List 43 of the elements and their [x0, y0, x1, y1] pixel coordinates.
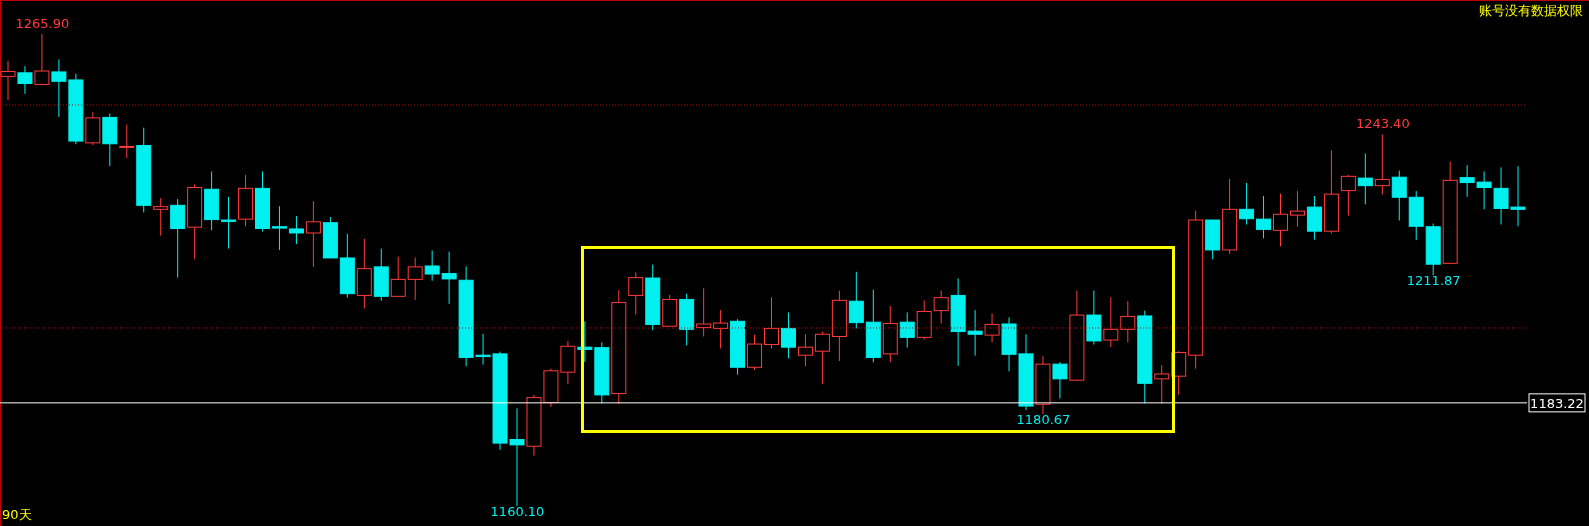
candlestick — [288, 215, 304, 245]
candlestick — [170, 198, 186, 279]
candlestick — [899, 311, 915, 349]
candlestick — [34, 34, 50, 85]
text: 90天 — [2, 506, 32, 524]
candlestick — [1289, 190, 1305, 228]
candlestick — [628, 271, 644, 316]
candlestick — [713, 309, 729, 350]
annotation: 1243.40 — [1355, 116, 1410, 132]
candlestick — [153, 197, 169, 237]
candlestick — [848, 271, 864, 329]
candlestick — [1340, 174, 1356, 217]
candlestick — [305, 200, 321, 268]
candlestick — [1052, 361, 1068, 399]
candlestick — [1256, 195, 1272, 239]
candlestick — [780, 311, 796, 359]
candlestick — [1154, 364, 1170, 405]
annotation: 1160.10 — [490, 504, 545, 520]
candlestick — [764, 296, 779, 350]
candlestick — [747, 334, 763, 371]
candlestick — [1391, 170, 1407, 221]
candlestick — [1103, 296, 1119, 348]
candlestick — [933, 290, 949, 325]
candlestick — [119, 124, 135, 159]
candlestick — [1273, 193, 1288, 247]
candlestick — [984, 312, 1000, 343]
candlestick — [814, 331, 830, 385]
ref-line-label: 1183.22 — [1530, 395, 1584, 411]
candlestick — [696, 287, 712, 337]
candlestick — [1374, 133, 1390, 196]
candlestick — [407, 257, 423, 301]
annotation: 1180.67 — [1016, 412, 1071, 428]
candlestick — [271, 205, 287, 251]
candlestick — [1120, 300, 1136, 343]
candlestick — [1357, 153, 1373, 205]
candlestick — [797, 333, 813, 367]
text: 账号没有数据权限 — [1479, 2, 1583, 20]
candlestick — [17, 65, 33, 95]
annotation: 1211.87 — [1406, 273, 1461, 289]
candlestick — [221, 196, 237, 250]
candlestick — [390, 256, 406, 297]
annotation: 1265.90 — [15, 16, 70, 31]
candlestick — [1239, 182, 1255, 225]
